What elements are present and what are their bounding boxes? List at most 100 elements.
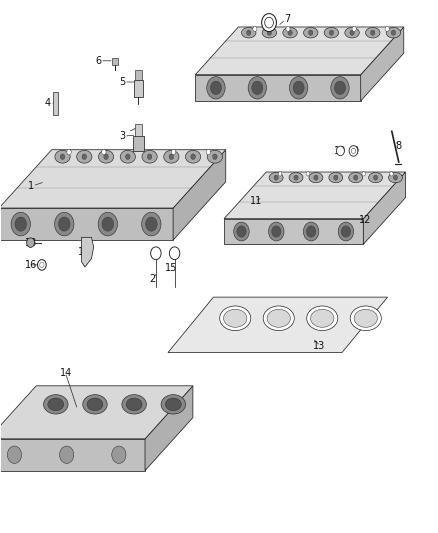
Ellipse shape — [311, 309, 334, 327]
Ellipse shape — [263, 306, 294, 330]
Circle shape — [102, 149, 106, 155]
Circle shape — [350, 30, 354, 35]
Circle shape — [147, 154, 152, 159]
Ellipse shape — [142, 150, 157, 163]
Polygon shape — [224, 219, 363, 244]
Polygon shape — [168, 297, 388, 352]
Ellipse shape — [161, 394, 186, 414]
Ellipse shape — [324, 27, 339, 38]
Circle shape — [306, 172, 310, 176]
Circle shape — [331, 77, 349, 99]
Ellipse shape — [220, 306, 251, 330]
Text: 10: 10 — [334, 146, 346, 156]
Bar — [113, 58, 118, 65]
Ellipse shape — [77, 150, 92, 163]
Circle shape — [329, 30, 334, 35]
Circle shape — [353, 175, 358, 180]
Polygon shape — [0, 439, 145, 471]
Bar — [135, 124, 142, 136]
Text: 3: 3 — [119, 131, 125, 141]
Circle shape — [253, 26, 257, 31]
Circle shape — [341, 226, 350, 237]
Text: 13: 13 — [313, 341, 325, 351]
Circle shape — [27, 238, 35, 247]
Ellipse shape — [83, 394, 107, 414]
Ellipse shape — [207, 150, 223, 163]
Circle shape — [171, 149, 176, 155]
Circle shape — [151, 247, 161, 260]
Ellipse shape — [55, 150, 70, 163]
Circle shape — [334, 175, 338, 180]
Text: 6: 6 — [95, 56, 101, 66]
Circle shape — [38, 260, 46, 270]
Ellipse shape — [389, 173, 403, 183]
Circle shape — [169, 154, 173, 159]
Circle shape — [307, 226, 316, 237]
Polygon shape — [363, 172, 406, 244]
Ellipse shape — [267, 309, 290, 327]
Circle shape — [55, 212, 74, 236]
Ellipse shape — [386, 27, 401, 38]
Ellipse shape — [185, 150, 201, 163]
Circle shape — [293, 81, 304, 94]
Circle shape — [390, 172, 393, 176]
Polygon shape — [173, 150, 226, 240]
Text: 1: 1 — [28, 181, 34, 191]
Text: 15: 15 — [165, 263, 178, 273]
Text: 7: 7 — [285, 14, 291, 25]
Polygon shape — [0, 208, 173, 240]
Circle shape — [40, 262, 44, 268]
Circle shape — [170, 247, 180, 260]
Circle shape — [286, 26, 290, 31]
Ellipse shape — [48, 398, 64, 411]
Circle shape — [274, 175, 278, 180]
Ellipse shape — [307, 306, 338, 330]
Circle shape — [248, 77, 266, 99]
Circle shape — [212, 154, 217, 159]
Ellipse shape — [122, 394, 146, 414]
Circle shape — [308, 30, 313, 35]
Ellipse shape — [241, 27, 256, 38]
Circle shape — [336, 146, 344, 156]
Ellipse shape — [309, 173, 323, 183]
Ellipse shape — [126, 398, 142, 411]
Ellipse shape — [365, 27, 380, 38]
Ellipse shape — [164, 150, 179, 163]
Text: 17: 17 — [78, 247, 90, 257]
Circle shape — [352, 26, 356, 31]
Circle shape — [102, 217, 113, 231]
Bar — [53, 92, 58, 115]
Circle shape — [268, 222, 284, 241]
Circle shape — [351, 148, 356, 154]
Circle shape — [272, 226, 281, 237]
Circle shape — [391, 30, 396, 35]
Polygon shape — [0, 150, 226, 208]
Circle shape — [210, 81, 222, 94]
Circle shape — [252, 81, 263, 94]
Circle shape — [104, 154, 108, 159]
Ellipse shape — [43, 394, 68, 414]
Polygon shape — [360, 27, 404, 101]
Bar — [134, 80, 143, 97]
Polygon shape — [195, 27, 404, 75]
Ellipse shape — [350, 306, 381, 330]
Circle shape — [234, 222, 249, 241]
Polygon shape — [224, 172, 406, 219]
Circle shape — [335, 81, 346, 94]
Ellipse shape — [269, 173, 283, 183]
Circle shape — [314, 175, 318, 180]
Circle shape — [15, 217, 27, 231]
Circle shape — [112, 446, 126, 463]
Polygon shape — [81, 237, 94, 267]
Circle shape — [82, 154, 87, 159]
Ellipse shape — [289, 173, 303, 183]
Circle shape — [338, 222, 353, 241]
Text: 4: 4 — [45, 98, 51, 108]
Circle shape — [237, 226, 246, 237]
Ellipse shape — [369, 173, 382, 183]
Circle shape — [288, 30, 292, 35]
Circle shape — [59, 217, 70, 231]
Circle shape — [374, 175, 378, 180]
Text: 18: 18 — [25, 238, 37, 248]
Circle shape — [60, 154, 65, 159]
